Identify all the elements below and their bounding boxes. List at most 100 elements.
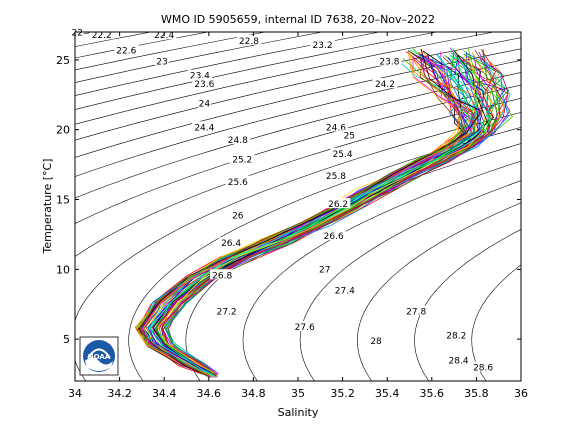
isopycnal-label-bg — [318, 263, 332, 274]
isopycnal-label-bg — [214, 305, 239, 316]
isopycnal-line — [299, 180, 521, 381]
isopycnal-line — [356, 202, 521, 381]
profile-line — [161, 60, 498, 378]
isopycnal-label-bg — [377, 55, 402, 66]
isopycnal-label: 27 — [319, 266, 330, 276]
x-tick-label: 36 — [514, 387, 528, 400]
isopycnal-label: 26.4 — [221, 239, 241, 249]
isopycnal-label: 25 — [344, 132, 355, 142]
isopycnal-label: 25.2 — [232, 155, 252, 165]
isopycnal-label: 23 — [156, 58, 167, 68]
isopycnal-label: 25.4 — [333, 150, 353, 160]
isopycnal-line — [75, 32, 382, 96]
isopycnal-label: 22.6 — [116, 47, 136, 57]
y-tick-label: 15 — [56, 194, 70, 207]
isopycnal-label-bg — [446, 354, 471, 365]
profile-line — [147, 57, 479, 375]
profile-line — [164, 52, 509, 375]
isopycnal-label-bg — [325, 198, 351, 209]
isopycnal-label-bg — [292, 320, 317, 331]
x-axis-label: Salinity — [278, 406, 319, 419]
y-tick-label: 20 — [56, 124, 70, 137]
isopycnal-label: 22 — [72, 28, 83, 38]
isopycnal-label-bg — [155, 55, 169, 66]
isopycnal-label-bg — [89, 29, 114, 40]
isopycnal-line — [75, 98, 521, 257]
isopycnal-label-bg — [187, 69, 213, 80]
isopycnal-label: 24.4 — [194, 123, 214, 133]
x-tick-label: 34.8 — [241, 387, 266, 400]
isopycnal-line — [75, 84, 521, 224]
isopycnal-label-bg — [225, 175, 250, 186]
isopycnal-label: 23.6 — [194, 80, 214, 90]
isopycnal-label-bg — [236, 34, 262, 45]
isopycnal-label-bg — [444, 329, 469, 340]
isopycnal-line — [414, 229, 521, 381]
isopycnal-line — [75, 32, 324, 83]
isopycnal-label: 26.8 — [212, 271, 232, 281]
isopycnal-line — [471, 264, 521, 381]
isopycnal-label: 22.2 — [92, 31, 112, 41]
isopycnal-label-bg — [230, 153, 255, 164]
isopycnal-line — [75, 37, 521, 141]
y-tick-label: 5 — [63, 333, 70, 346]
x-tick-label: 34.2 — [107, 387, 132, 400]
y-axis: 5 10 15 20 25 — [56, 54, 521, 346]
isopycnal-label: 26 — [232, 211, 244, 221]
isopycnal-label: 23.4 — [190, 72, 210, 82]
chart-title: WMO ID 5905659, internal ID 7638, 20–Nov… — [161, 13, 435, 26]
isopycnal-label: 28 — [370, 337, 382, 347]
isopycnal-label-bg — [323, 121, 349, 132]
profile-line — [139, 57, 471, 378]
x-tick-label: 35.4 — [375, 387, 400, 400]
isopycnal-label-bg — [372, 78, 398, 89]
isopycnal-label: 26.6 — [324, 232, 344, 242]
isopycnal-label: 25.6 — [228, 178, 248, 188]
isopycnal-label: 28.4 — [449, 356, 469, 366]
isopycnal-label-bg — [192, 121, 217, 132]
y-axis-label: Temperature [°C] — [41, 159, 54, 255]
isopycnal-line — [128, 127, 521, 381]
isopycnal-label: 27.8 — [406, 308, 426, 318]
isopycnal-label: 24.8 — [228, 136, 248, 146]
x-tick-label: 35.6 — [420, 387, 445, 400]
logo-text: NOAA — [88, 353, 111, 361]
profile-line — [157, 55, 486, 374]
isopycnal-label: 26.2 — [328, 200, 348, 210]
isopycnal-label: 25.8 — [326, 172, 346, 182]
isopycnal-label-bg — [70, 26, 84, 37]
isopycnal-label: 27.2 — [217, 308, 237, 318]
isopycnal-label: 27.4 — [335, 287, 355, 297]
isopycnal-label-bg — [321, 230, 346, 241]
isopycnal-label-bg — [114, 44, 139, 55]
isopycnal-label-bg — [209, 269, 235, 280]
isopycnal-label-bg — [470, 361, 496, 372]
isopycnal-label-bg — [192, 78, 217, 89]
isopycnal-line — [75, 112, 521, 381]
isopycnal-label: 22.8 — [239, 37, 259, 47]
x-axis: 34 34.2 34.4 34.6 34.8 35 35.2 35.4 35.6 35.8 36 — [68, 32, 528, 400]
isopycnal-label-bg — [197, 97, 211, 108]
isopycnal-label: 22.4 — [154, 31, 174, 41]
y-tick-label: 25 — [56, 54, 70, 67]
x-tick-label: 34.4 — [152, 387, 177, 400]
isopycnal-line — [75, 48, 521, 158]
isopycnal-label-bg — [218, 237, 244, 248]
x-tick-label: 35.8 — [464, 387, 489, 400]
y-tick-label: 10 — [56, 263, 70, 276]
isopycnal-label: 28.6 — [473, 363, 493, 373]
isopycnal-label: 24.6 — [326, 123, 346, 133]
isopycnal-label: 27.6 — [295, 323, 315, 333]
isopycnal-line — [242, 160, 521, 381]
isopycnal-label-bg — [342, 129, 356, 140]
x-tick-label: 34.6 — [197, 387, 222, 400]
isopycnal-label: 23.2 — [313, 41, 333, 51]
profile-line — [164, 50, 514, 378]
isopycnal-label-bg — [369, 334, 383, 345]
x-tick-label: 35.2 — [330, 387, 355, 400]
isopycnal-labels: 22 22.2 22.4 22.6 22.8 23 23.2 23.423.6 23.8 24 24… — [70, 26, 496, 373]
isopycnal-label-bg — [310, 38, 335, 49]
profile-line — [167, 59, 502, 378]
isopycnal-label: 24.2 — [375, 80, 395, 90]
